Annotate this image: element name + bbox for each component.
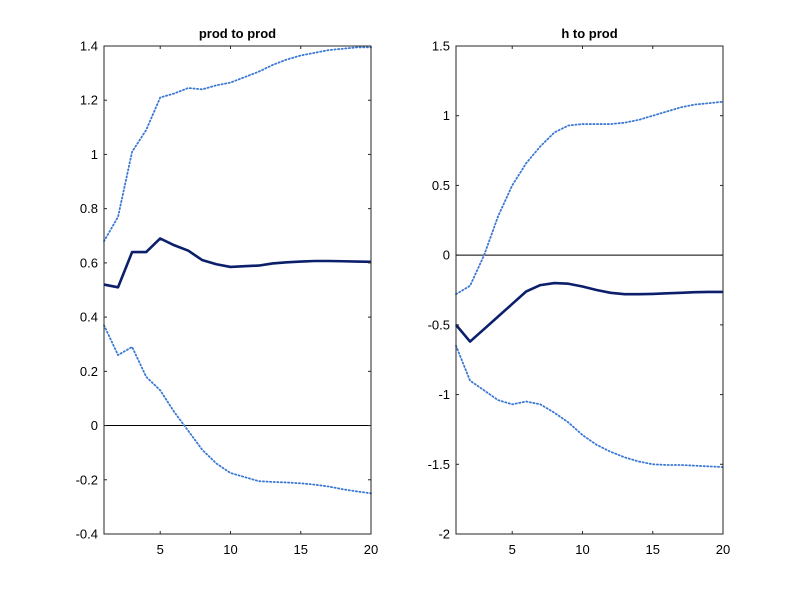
y-tick-label: 1.5 [432, 39, 450, 54]
axes-box [455, 45, 724, 535]
y-tick-label: 0.4 [80, 310, 98, 325]
x-tick-label: 15 [646, 542, 660, 557]
x-tick-label: 5 [157, 542, 164, 557]
y-tick-label: -0.4 [76, 527, 98, 542]
y-tick-label: 0.2 [80, 364, 98, 379]
plot-area [456, 46, 723, 534]
y-tick-labels: -0.4 -0.2 0 0.2 0.4 0.6 0.8 1 1.2 1.4 [76, 39, 98, 542]
upper-band-line [103, 46, 372, 243]
y-tick-label: 1 [443, 108, 450, 123]
y-tick-label: 0 [443, 248, 450, 263]
y-tick-label: 1.4 [80, 39, 98, 54]
y-tick-label: -1.5 [428, 457, 450, 472]
y-tick-label: -0.5 [428, 317, 450, 332]
lower-band-line [455, 344, 724, 468]
response-line [455, 281, 723, 343]
y-tick-label: 1 [91, 147, 98, 162]
x-tick-label: 10 [575, 542, 589, 557]
y-tick-label: 0 [91, 418, 98, 433]
y-tick-label: 0.6 [80, 255, 98, 270]
subplot-title: prod to prod [199, 26, 276, 41]
y-tick-label: 0.5 [432, 178, 450, 193]
subplot-title: h to prod [561, 26, 617, 41]
y-tick-labels: -2 -1.5 -1 -0.5 0 0.5 1 1.5 [428, 39, 450, 542]
subplot-prod-to-prod: prod to prod -0.4 -0.2 0 0.2 0.4 0.6 0.8… [76, 26, 379, 557]
x-tick-labels: 5 10 15 20 [157, 542, 379, 557]
y-tick-label: -1 [438, 387, 450, 402]
x-tick-label: 5 [509, 542, 516, 557]
x-tick-label: 15 [294, 542, 308, 557]
x-tick-labels: 5 10 15 20 [509, 542, 731, 557]
axes-box [103, 45, 372, 535]
y-tick-label: 1.2 [80, 93, 98, 108]
x-tick-label: 20 [364, 542, 378, 557]
upper-band-line [455, 100, 724, 296]
response-line [103, 237, 372, 289]
plot-area [104, 46, 371, 534]
y-tick-label: -0.2 [76, 472, 98, 487]
x-tick-label: 10 [223, 542, 237, 557]
x-tick-label: 20 [716, 542, 730, 557]
y-tick-label: -2 [438, 527, 450, 542]
subplot-h-to-prod: h to prod -2 -1.5 -1 -0.5 0 0.5 1 1.5 5 … [428, 26, 731, 557]
y-tick-label: 0.8 [80, 201, 98, 216]
